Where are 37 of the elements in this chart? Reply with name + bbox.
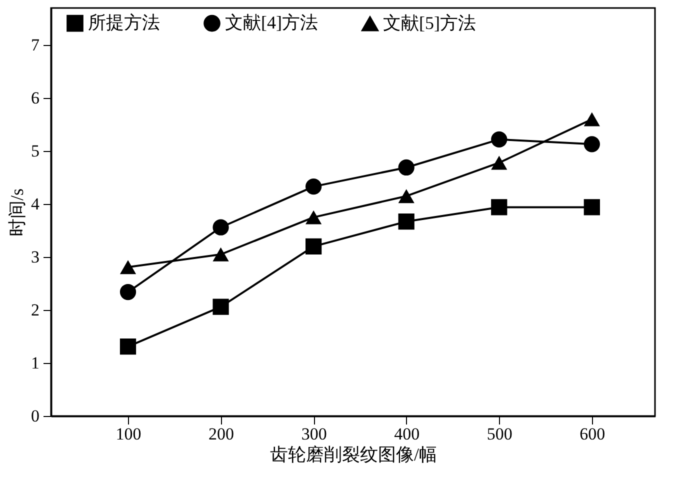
point: [584, 199, 600, 216]
y-axis-title: 时间/s: [7, 188, 27, 237]
y-tick-label: 2: [31, 300, 40, 320]
point: [398, 159, 414, 176]
point: [398, 213, 414, 230]
legend-label: 所提方法: [88, 12, 160, 32]
point: [584, 136, 600, 152]
point: [398, 189, 414, 204]
y-tick-label: 6: [31, 88, 40, 108]
point: [212, 247, 229, 262]
y-tick-label: 0: [31, 406, 40, 426]
y-tick-label: 7: [31, 36, 40, 55]
point: [212, 219, 229, 236]
legend-label: 文献[5]方法: [383, 12, 476, 33]
y-tick-label: 3: [31, 248, 40, 267]
y-tick-label: 4: [31, 194, 40, 214]
point: [306, 238, 322, 255]
x-tick-label: 300: [301, 424, 327, 444]
point: [491, 156, 508, 170]
y-tick-label: 1: [31, 354, 40, 373]
point: [584, 112, 600, 126]
point: [306, 178, 322, 195]
point: [491, 199, 508, 216]
point: [120, 338, 136, 355]
x-axis-title: 齿轮磨削裂纹图像/幅: [270, 444, 438, 464]
x-tick-label: 400: [394, 424, 420, 444]
point: [306, 210, 322, 224]
point: [212, 298, 229, 315]
x-tick-label: 100: [116, 424, 142, 444]
y-tick-label: 5: [31, 142, 40, 161]
x-tick-label: 200: [208, 424, 234, 444]
point: [120, 284, 136, 300]
x-tick-label: 600: [580, 424, 606, 444]
x-tick-label: 500: [486, 424, 512, 444]
legend-label: 文献[4]方法: [225, 12, 318, 32]
point: [491, 131, 508, 148]
point: [120, 260, 136, 274]
